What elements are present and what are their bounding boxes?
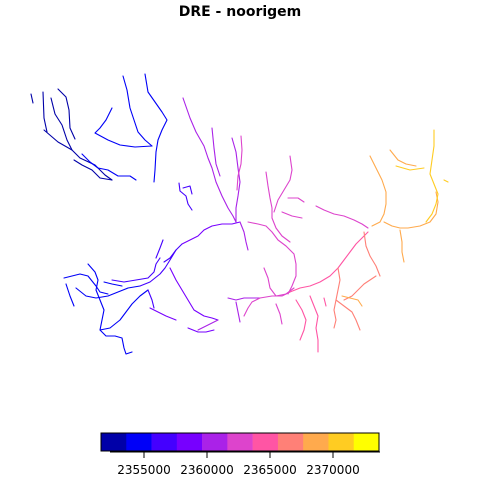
legend-swatch [353,433,380,451]
segments-blue [63,73,168,355]
map-title: DRE - noorigem [178,4,302,20]
legend-swatch [277,433,304,451]
legend-frame [100,432,380,452]
legend-tick-label: 2370000 [306,463,359,477]
legend-swatch [328,433,355,451]
legend-swatch [151,433,178,451]
legend-tick-label: 2360000 [180,463,233,477]
legend-swatch [252,433,279,451]
legend-swatch [126,433,152,451]
segments-indigo [111,182,193,309]
legend-swatch [227,433,253,451]
legend-swatch [202,433,228,451]
segments-purple [182,97,261,331]
legend-swatch [101,433,127,451]
legend-axis [110,451,380,458]
segments-dark-blue [30,88,113,181]
segments-violet [149,221,241,333]
legend-swatch [176,433,203,451]
legend-swatches [101,433,380,451]
legend-tick-label: 2365000 [243,463,296,477]
segments-magenta [236,135,369,325]
segments-salmon [333,231,381,331]
segments-amber [395,129,449,223]
legend-swatch [303,433,329,451]
segments-orange [341,149,439,307]
legend-tick-label: 2355000 [117,463,170,477]
